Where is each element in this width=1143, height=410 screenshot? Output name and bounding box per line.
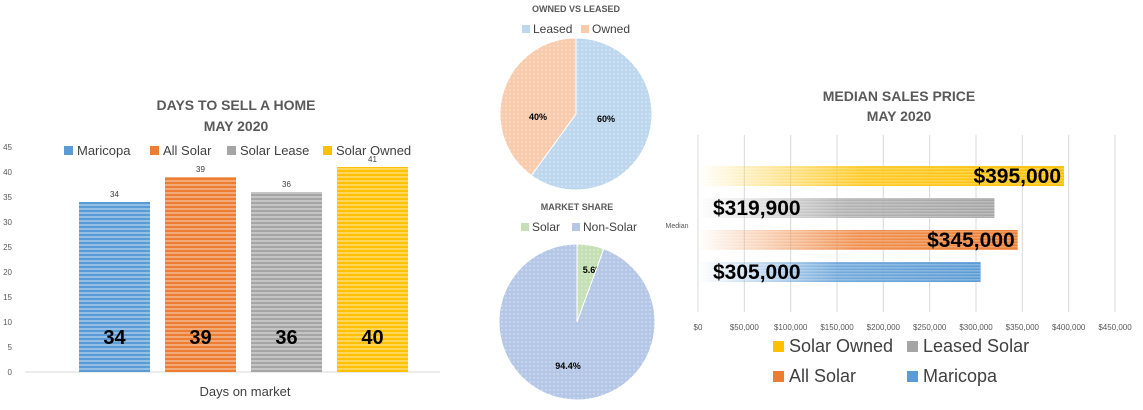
x-tick-label: $150,000 bbox=[820, 323, 854, 332]
data-label: 36 bbox=[282, 180, 291, 189]
chart-subtitle: MAY 2020 bbox=[867, 108, 932, 124]
legend-swatch bbox=[907, 341, 918, 352]
legend-swatch bbox=[150, 146, 159, 155]
legend-label: All Solar bbox=[163, 143, 212, 158]
market-share-pie: 5.6% 94.4% bbox=[498, 243, 656, 401]
pie-slice-texture bbox=[531, 38, 652, 190]
days-to-sell-chart: DAYS TO SELL A HOME MAY 2020 Maricopa All… bbox=[0, 0, 480, 405]
pie-data-label: 94.4% bbox=[555, 361, 581, 371]
x-tick-label: $200,000 bbox=[867, 323, 901, 332]
legend-swatch bbox=[522, 25, 530, 33]
pie-data-label: 5.6% bbox=[583, 265, 604, 275]
x-tick-label: $350,000 bbox=[1006, 323, 1040, 332]
x-tick-label: $50,000 bbox=[730, 323, 759, 332]
legend-label: Leased bbox=[533, 22, 572, 36]
y-tick-label: 10 bbox=[3, 318, 12, 327]
legend-label: Solar Owned bbox=[336, 143, 411, 158]
bar-texture bbox=[251, 192, 322, 372]
legend-swatch bbox=[773, 371, 784, 382]
legend-swatch bbox=[521, 223, 529, 231]
median-price-svg: MEDIAN SALES PRICE MAY 2020 $0 $50,000 $10… bbox=[666, 88, 1133, 386]
legend-label: Solar Lease bbox=[240, 143, 309, 158]
legend-swatch bbox=[64, 146, 73, 155]
chart-subtitle: MAY 2020 bbox=[204, 118, 269, 134]
y-tick-label: 40 bbox=[3, 168, 12, 177]
y-tick-label: 25 bbox=[3, 243, 12, 252]
bar-data-label: $319,900 bbox=[713, 197, 801, 220]
legend-label: Solar bbox=[532, 220, 560, 234]
owned-vs-leased-pie: 60% 40% bbox=[499, 37, 653, 191]
y-tick-label: 35 bbox=[3, 193, 12, 202]
pie2-title: MARKET SHARE bbox=[541, 202, 614, 212]
data-label: 39 bbox=[196, 165, 205, 174]
pie1-title: OWNED VS LEASED bbox=[532, 4, 621, 14]
legend-swatch bbox=[323, 146, 332, 155]
legend-swatch bbox=[227, 146, 236, 155]
pie-data-label: 60% bbox=[597, 114, 615, 124]
y-tick-label: 5 bbox=[8, 343, 13, 352]
x-grid: $0 $50,000 $100,000 $150,000 $200,000 $250,00… bbox=[694, 135, 1132, 332]
bar-inner-label: 36 bbox=[275, 327, 297, 349]
bars: $395,000 $319,900 $345,000 $305,000 bbox=[698, 165, 1065, 284]
x-axis-label: Days on market bbox=[199, 384, 290, 399]
legend-swatch bbox=[572, 223, 580, 231]
legend: Maricopa All Solar Solar Lease Solar Owned bbox=[64, 143, 411, 158]
bar-inner-label: 40 bbox=[361, 327, 383, 349]
median-price-chart: MEDIAN SALES PRICE MAY 2020 $0 $50,000 $10… bbox=[655, 0, 1143, 405]
y-tick-label: 0 bbox=[8, 368, 13, 377]
bar-data-label: $395,000 bbox=[973, 165, 1061, 188]
pie2-legend: Solar Non-Solar bbox=[521, 220, 637, 234]
bar-texture bbox=[698, 166, 1065, 186]
days-to-sell-svg: DAYS TO SELL A HOME MAY 2020 Maricopa All… bbox=[3, 97, 440, 399]
y-tick-label: 45 bbox=[3, 143, 12, 152]
legend-swatch bbox=[773, 341, 784, 352]
legend: Solar Owned Leased Solar All Solar Maricopa bbox=[773, 336, 1029, 386]
y-tick-label: 15 bbox=[3, 293, 12, 302]
legend-label: Maricopa bbox=[923, 366, 998, 386]
chart-title: MEDIAN SALES PRICE bbox=[823, 88, 975, 104]
pies-panel: OWNED VS LEASED Leased Owned 60% 40% MARKE… bbox=[488, 0, 668, 405]
y-tick-label: 20 bbox=[3, 268, 12, 277]
bar-inner-label: 34 bbox=[103, 327, 126, 349]
chart-title: DAYS TO SELL A HOME bbox=[157, 97, 316, 113]
bar-texture bbox=[79, 202, 150, 372]
pie-slice-texture bbox=[499, 244, 655, 401]
x-tick-label: $400,000 bbox=[1052, 323, 1086, 332]
y-tick-label: 30 bbox=[3, 218, 12, 227]
x-tick-label: $100,000 bbox=[774, 323, 808, 332]
legend-label: All Solar bbox=[789, 366, 856, 386]
pies-svg: OWNED VS LEASED Leased Owned 60% 40% MARKE… bbox=[498, 4, 656, 401]
bar-texture bbox=[698, 230, 1018, 250]
category-label: Median bbox=[666, 223, 689, 230]
x-tick-label: $0 bbox=[694, 323, 703, 332]
pie-data-label: 40% bbox=[529, 112, 547, 122]
data-label: 34 bbox=[110, 190, 119, 199]
legend-label: Solar Owned bbox=[789, 336, 893, 356]
bar-texture bbox=[337, 167, 408, 372]
pie-slice-texture bbox=[500, 38, 576, 176]
x-tick-label: $450,000 bbox=[1098, 323, 1132, 332]
bar-data-label: $345,000 bbox=[927, 229, 1015, 252]
legend-label: Owned bbox=[592, 22, 630, 36]
x-tick-label: $300,000 bbox=[959, 323, 993, 332]
bar-texture bbox=[698, 198, 995, 218]
x-tick-label: $250,000 bbox=[913, 323, 947, 332]
bars: 34 34 39 39 36 36 41 40 bbox=[79, 155, 408, 372]
legend-swatch bbox=[581, 25, 589, 33]
legend-label: Leased Solar bbox=[923, 336, 1029, 356]
bar-texture bbox=[165, 177, 236, 372]
legend-label: Maricopa bbox=[77, 143, 131, 158]
bar-inner-label: 39 bbox=[189, 327, 211, 349]
pie1-legend: Leased Owned bbox=[522, 22, 630, 36]
data-label: 41 bbox=[368, 155, 377, 164]
legend-swatch bbox=[907, 371, 918, 382]
bar-data-label: $305,000 bbox=[713, 261, 801, 284]
legend-label: Non-Solar bbox=[583, 220, 637, 234]
bar-texture bbox=[698, 262, 981, 282]
